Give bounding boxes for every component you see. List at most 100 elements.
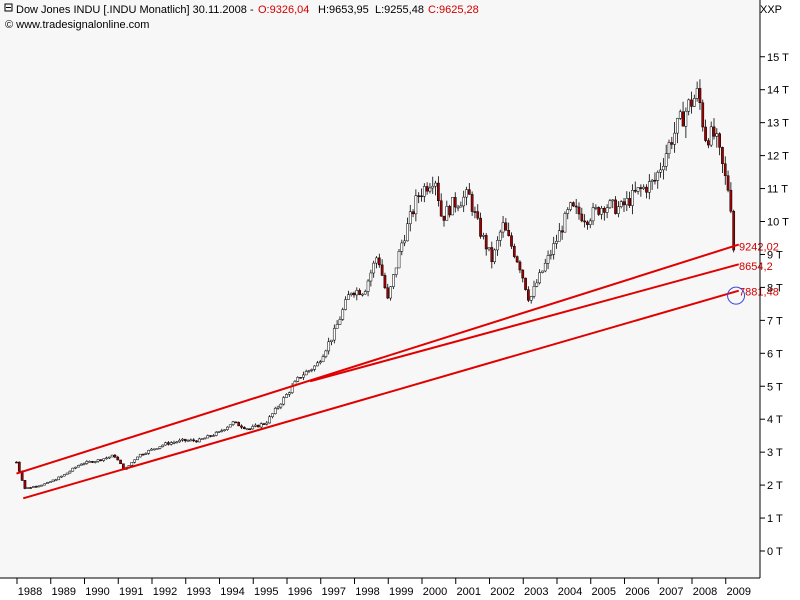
candle-body (46, 482, 49, 484)
candle-body (400, 242, 404, 252)
y-axis: 0 T 1 T 2 T 3 T 4 T 5 T 6 T 7 T 8 T 9 T 10 T 11 T 12… (759, 0, 789, 578)
candle-body (392, 274, 395, 287)
candle-body (341, 309, 345, 320)
candle-body (729, 189, 733, 212)
candle-body (698, 88, 702, 103)
candle-body (332, 328, 336, 341)
candle-body (380, 264, 384, 276)
y-tick-label: 1 T (767, 513, 783, 525)
candle-body (141, 453, 145, 456)
x-tick-label: 1991 (119, 586, 143, 598)
marker-circle-icon[interactable] (727, 286, 746, 305)
candle-body (203, 437, 207, 440)
candle-body (473, 211, 477, 213)
candle-body (636, 187, 640, 192)
collapse-box-icon[interactable] (4, 3, 13, 12)
candle-body (60, 475, 63, 478)
candle-body (673, 132, 676, 145)
candle-body (152, 448, 156, 451)
candle-body (518, 261, 522, 271)
candle-body (150, 448, 153, 451)
candle-body (257, 424, 260, 428)
candle-body (363, 291, 367, 295)
candle-body (510, 235, 513, 247)
x-axis: 1988 1989 1990 1991 1992 1993 1994 1995 1996 1997… (0, 577, 760, 598)
candle-body (167, 442, 170, 445)
y-tick-label: 3 T (767, 447, 783, 459)
candle-body (701, 102, 705, 128)
candle-body (445, 206, 449, 221)
candle-body (369, 272, 373, 282)
candle-body (358, 290, 361, 295)
header-close: C:9625,28 (428, 4, 479, 16)
candle-body (574, 205, 578, 208)
candle-body (397, 251, 401, 269)
candle-body (619, 201, 623, 207)
header-open: O:9326,04 (258, 4, 309, 16)
candle-body (197, 438, 201, 443)
candle-body (721, 147, 724, 165)
candle-body (507, 230, 511, 236)
candle-body (389, 286, 392, 299)
candle-body (659, 169, 662, 173)
candle-body (313, 365, 316, 370)
y-tick-label: 0 T (767, 546, 783, 558)
y-tick-label: 2 T (767, 480, 783, 492)
candle-body (344, 299, 347, 310)
candle-body (133, 459, 136, 463)
candle-body (192, 439, 196, 442)
annotations-group: 9242,02 8654,2 7881,48 (727, 241, 779, 305)
y-tick-label: 9 T (767, 249, 783, 261)
candle-body (237, 422, 241, 427)
candle-body (459, 205, 463, 208)
candle-body (355, 290, 359, 296)
header-instrument: Dow Jones INDU [.INDU Monatlich] 30.11.2… (16, 4, 254, 16)
candle-body (43, 483, 46, 486)
candle-body (254, 424, 257, 427)
candle-body (175, 441, 179, 444)
candle-body (639, 187, 643, 189)
candle-body (307, 370, 311, 372)
candle-body (248, 428, 252, 430)
candle-body (591, 207, 595, 222)
candle-body (273, 408, 277, 414)
x-tick-label: 2000 (423, 586, 447, 598)
x-tick-label: 2003 (524, 586, 548, 598)
candle-body (543, 263, 547, 272)
candle-body (77, 465, 80, 468)
y-tick-label: 15 T (767, 52, 789, 64)
candle-body (251, 426, 255, 430)
candle-body (54, 479, 58, 482)
x-tick-label: 2002 (490, 586, 514, 598)
candle-body (538, 272, 541, 284)
candle-body (529, 296, 533, 301)
candle-body (600, 208, 603, 215)
x-tick-label: 1994 (220, 586, 244, 598)
candle-body (569, 202, 572, 210)
candle-body (99, 459, 103, 461)
candle-body (242, 427, 246, 429)
x-tick-label: 1999 (389, 586, 413, 598)
candle-body (611, 199, 615, 202)
candle-body (425, 186, 429, 192)
candle-body (51, 479, 55, 482)
trend-line (309, 263, 740, 383)
candle-body (321, 356, 325, 362)
candle-body (557, 230, 561, 242)
candle-body (572, 202, 575, 207)
candle-body (647, 181, 651, 193)
candle-body (107, 456, 111, 459)
candle-body (366, 280, 370, 292)
candle-body (178, 439, 181, 443)
candle-body (223, 429, 226, 431)
x-tick-label: 1992 (153, 586, 177, 598)
candle-body (372, 262, 376, 274)
candle-body (667, 142, 671, 154)
candle-body (32, 486, 35, 488)
price-label: 7881,48 (739, 286, 779, 298)
candle-body (726, 175, 730, 191)
candle-body (732, 211, 736, 251)
y-tick-label: 7 T (767, 315, 783, 327)
candle-body (161, 444, 165, 447)
